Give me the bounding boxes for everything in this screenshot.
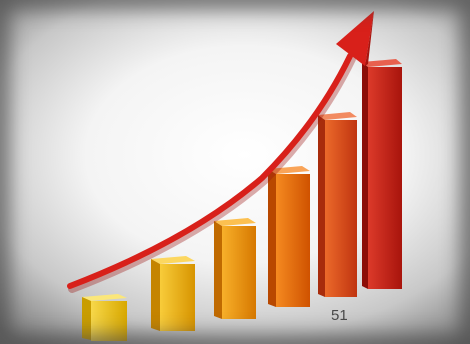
- rising-arrow-icon: [67, 11, 374, 293]
- bar-2: [151, 256, 195, 331]
- page-number: 51: [331, 307, 348, 324]
- bar-6: [362, 59, 402, 289]
- bar-3: [214, 218, 256, 319]
- bar-1: [82, 294, 127, 341]
- bar-4: [268, 166, 310, 307]
- bar-5: [318, 112, 357, 297]
